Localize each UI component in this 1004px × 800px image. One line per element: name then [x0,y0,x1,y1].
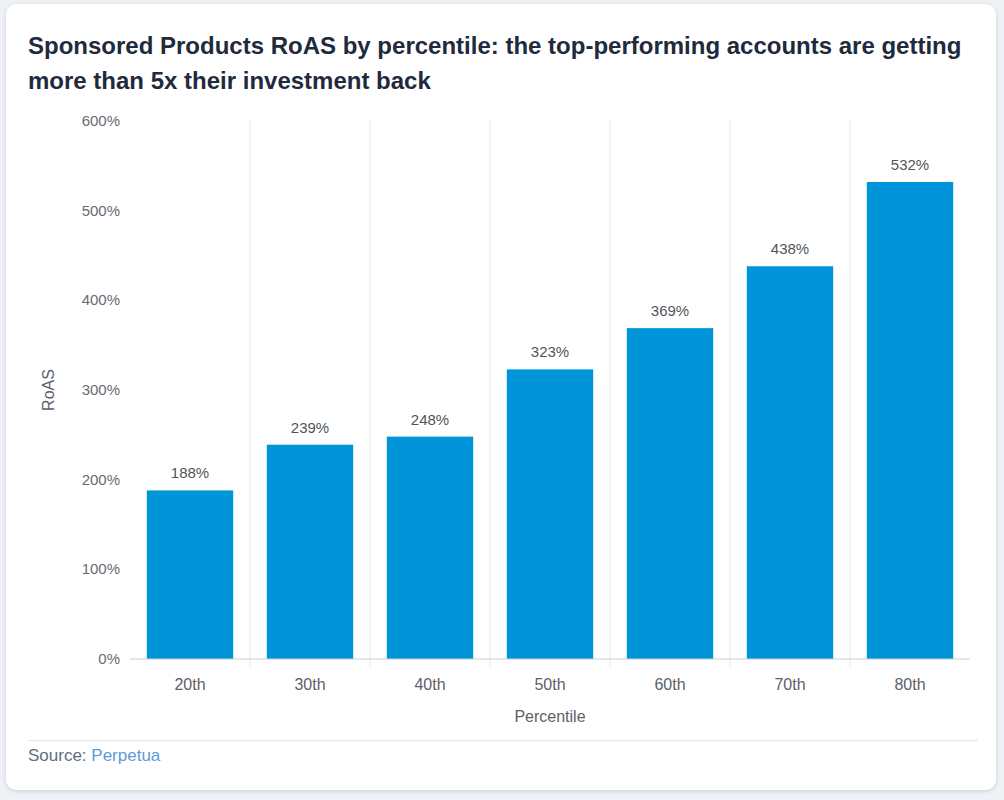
data-label: 188% [171,464,209,481]
y-tick-label: 600% [82,112,120,129]
y-tick [126,390,130,391]
data-label: 438% [771,240,809,257]
grid-line [730,121,731,667]
x-tick-label: 80th [894,676,925,693]
y-tick [126,479,130,480]
data-label: 532% [891,156,929,173]
title: Sponsored Products RoAS by percentile: t… [28,28,978,98]
bar [627,328,713,659]
y-tick-label: 200% [82,471,120,488]
grid-line [250,121,251,667]
separator [28,740,978,741]
y-tick-label: 100% [82,560,120,577]
bar [387,437,473,659]
x-tick-label: 30th [294,676,325,693]
y-tick [126,300,130,301]
y-tick [126,121,130,122]
chart: 0% 100% 200% 300% 400% 500% 600% 188% 239% 248% 32… [0,0,1004,800]
y-tick-label: 400% [82,291,120,308]
x-axis [130,659,970,660]
grid-line [850,121,851,667]
source-label: Source: [28,746,87,765]
bar [507,369,593,659]
y-axis-title: RoAS [40,369,57,411]
y-tick [126,569,130,570]
grid-line [490,121,491,667]
y-tick-label: 300% [82,381,120,398]
data-label: 323% [531,343,569,360]
y-tick-label: 500% [82,202,120,219]
bar [747,266,833,659]
x-axis-title: Percentile [514,708,585,725]
data-label: 248% [411,411,449,428]
y-tick [126,210,130,211]
bar [867,182,953,659]
source-link[interactable]: Perpetua [91,746,160,765]
x-tick-label: 70th [774,676,805,693]
data-label: 239% [291,419,329,436]
x-tick-label: 20th [174,676,205,693]
y-tick [126,659,130,660]
card: Sponsored Products RoAS by percentile: t… [6,4,996,790]
grid-line [370,121,371,667]
bar [147,490,233,659]
data-label: 369% [651,302,689,319]
source: Source: Perpetua [28,746,160,766]
bars [147,182,953,659]
x-tick-label: 40th [414,676,445,693]
y-tick-label: 0% [98,650,120,667]
bar [267,445,353,659]
grid-line [610,121,611,667]
x-tick-label: 60th [654,676,685,693]
x-tick-label: 50th [534,676,565,693]
